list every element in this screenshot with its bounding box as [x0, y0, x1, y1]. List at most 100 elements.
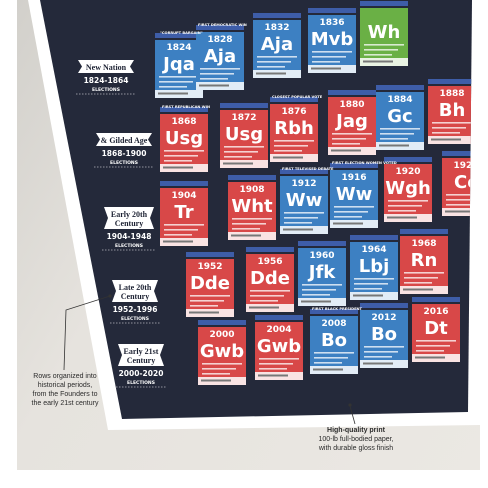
tile-detail-line	[257, 66, 285, 68]
era-name: Early 21st	[124, 347, 159, 356]
tile-symbol: Wgh	[385, 178, 431, 199]
tile-banner	[376, 85, 424, 90]
tile-banner	[228, 175, 276, 180]
tile-body	[308, 15, 356, 73]
tile-detail-line	[364, 351, 398, 353]
tile-detail-line	[202, 373, 230, 375]
tile-detail-line	[200, 78, 228, 80]
tile-symbol: Bo	[371, 324, 397, 345]
tile-symbol: Wh	[368, 22, 401, 43]
tile-footer-line	[445, 210, 472, 213]
tile-symbol: Dde	[250, 268, 290, 289]
tile-detail-line	[284, 217, 318, 219]
tile-detail-line	[232, 228, 260, 230]
tile-body	[412, 304, 460, 362]
tile-detail-line	[159, 81, 193, 83]
tile-detail-line	[302, 294, 330, 296]
tile-year: 1888	[439, 89, 464, 99]
rows-caption-line: Rows organized into	[33, 373, 97, 380]
era-years: 1824-1864	[84, 76, 129, 85]
tile-banner	[198, 320, 246, 325]
tile-year: 1916	[341, 173, 366, 183]
rows-caption-line: from the Founders to	[32, 391, 98, 398]
tile-detail-line	[190, 300, 224, 302]
tile-detail-line	[314, 362, 342, 364]
tile-footer-line	[311, 67, 341, 70]
tile-year: 1908	[239, 185, 264, 195]
era-label: & Gilded Age 1868-1900 ELECTIONS	[94, 133, 154, 168]
tile-detail-line	[200, 68, 240, 70]
tile-detail-line	[404, 282, 432, 284]
tile-detail-line	[432, 127, 466, 129]
tile-year: 1872	[231, 113, 256, 123]
tile-body	[376, 92, 424, 150]
tile-footer-line	[333, 222, 363, 225]
tile-year: 1824	[166, 43, 191, 53]
tile-footer-line	[163, 240, 193, 243]
tile-detail-line	[232, 218, 272, 220]
tile-year: 1904	[171, 191, 196, 201]
tile-banner	[400, 229, 448, 234]
tile-banner	[220, 103, 268, 108]
tile-detail-line	[334, 211, 368, 213]
era-sub: ELECTIONS	[110, 160, 138, 166]
tile-detail-line	[354, 278, 394, 280]
era-sub: ELECTIONS	[127, 380, 155, 386]
tile-year: 1836	[319, 18, 344, 28]
era-label: New Nation 1824-1864 ELECTIONS	[76, 60, 136, 95]
tile-banner	[360, 1, 408, 6]
banner-text: FIRST DEMOCRATIC WIN	[198, 23, 247, 27]
tile-detail-line	[257, 56, 297, 58]
tile-body	[360, 8, 408, 66]
tile-banner	[350, 235, 398, 240]
era-ribbon	[118, 344, 164, 366]
tile-detail-line	[314, 352, 354, 354]
tile-detail-line	[232, 223, 266, 225]
tile-year: 1832	[264, 23, 289, 33]
banner-text: FIRST BLACK PRESIDENT	[312, 307, 363, 311]
tile-footer-line	[403, 288, 433, 291]
tile-detail-line	[364, 44, 404, 46]
tile-body	[160, 188, 208, 246]
era-ribbon	[112, 280, 158, 302]
rows-caption-line: the early 21st century	[31, 400, 99, 407]
tile-detail-line	[388, 200, 428, 202]
tile-detail-line	[364, 49, 398, 51]
tile-footer-line	[158, 92, 188, 95]
tile-footer-line	[201, 379, 231, 382]
tile-symbol: Jfk	[307, 262, 337, 283]
tile-detail-line	[164, 229, 198, 231]
tile-body	[253, 20, 301, 78]
tile-detail-line	[312, 56, 346, 58]
tile-symbol: Gwb	[257, 336, 301, 357]
rows-caption-line: historical periods,	[37, 382, 93, 389]
tile-banner	[298, 241, 346, 246]
tile-detail-line	[354, 288, 382, 290]
tile-year: 2012	[371, 313, 396, 323]
era-sub: ELECTIONS	[115, 243, 143, 249]
tile-footer-line	[353, 294, 383, 297]
tile-banner	[308, 8, 356, 13]
tile-detail-line	[388, 205, 422, 207]
tile-symbol: Usg	[225, 124, 263, 145]
tile-banner	[330, 163, 378, 168]
tile-detail-line	[259, 358, 299, 360]
tile-footer-line	[331, 149, 361, 152]
tile-symbol: Bo	[321, 330, 347, 351]
tile-year: 1828	[207, 35, 232, 45]
tile-detail-line	[332, 133, 372, 135]
tile-detail-line	[250, 295, 284, 297]
tile-footer-line	[199, 84, 229, 87]
era-name: New Nation	[86, 63, 127, 72]
tile-banner	[255, 315, 303, 320]
tile-body	[310, 316, 358, 374]
tile-detail-line	[302, 289, 336, 291]
